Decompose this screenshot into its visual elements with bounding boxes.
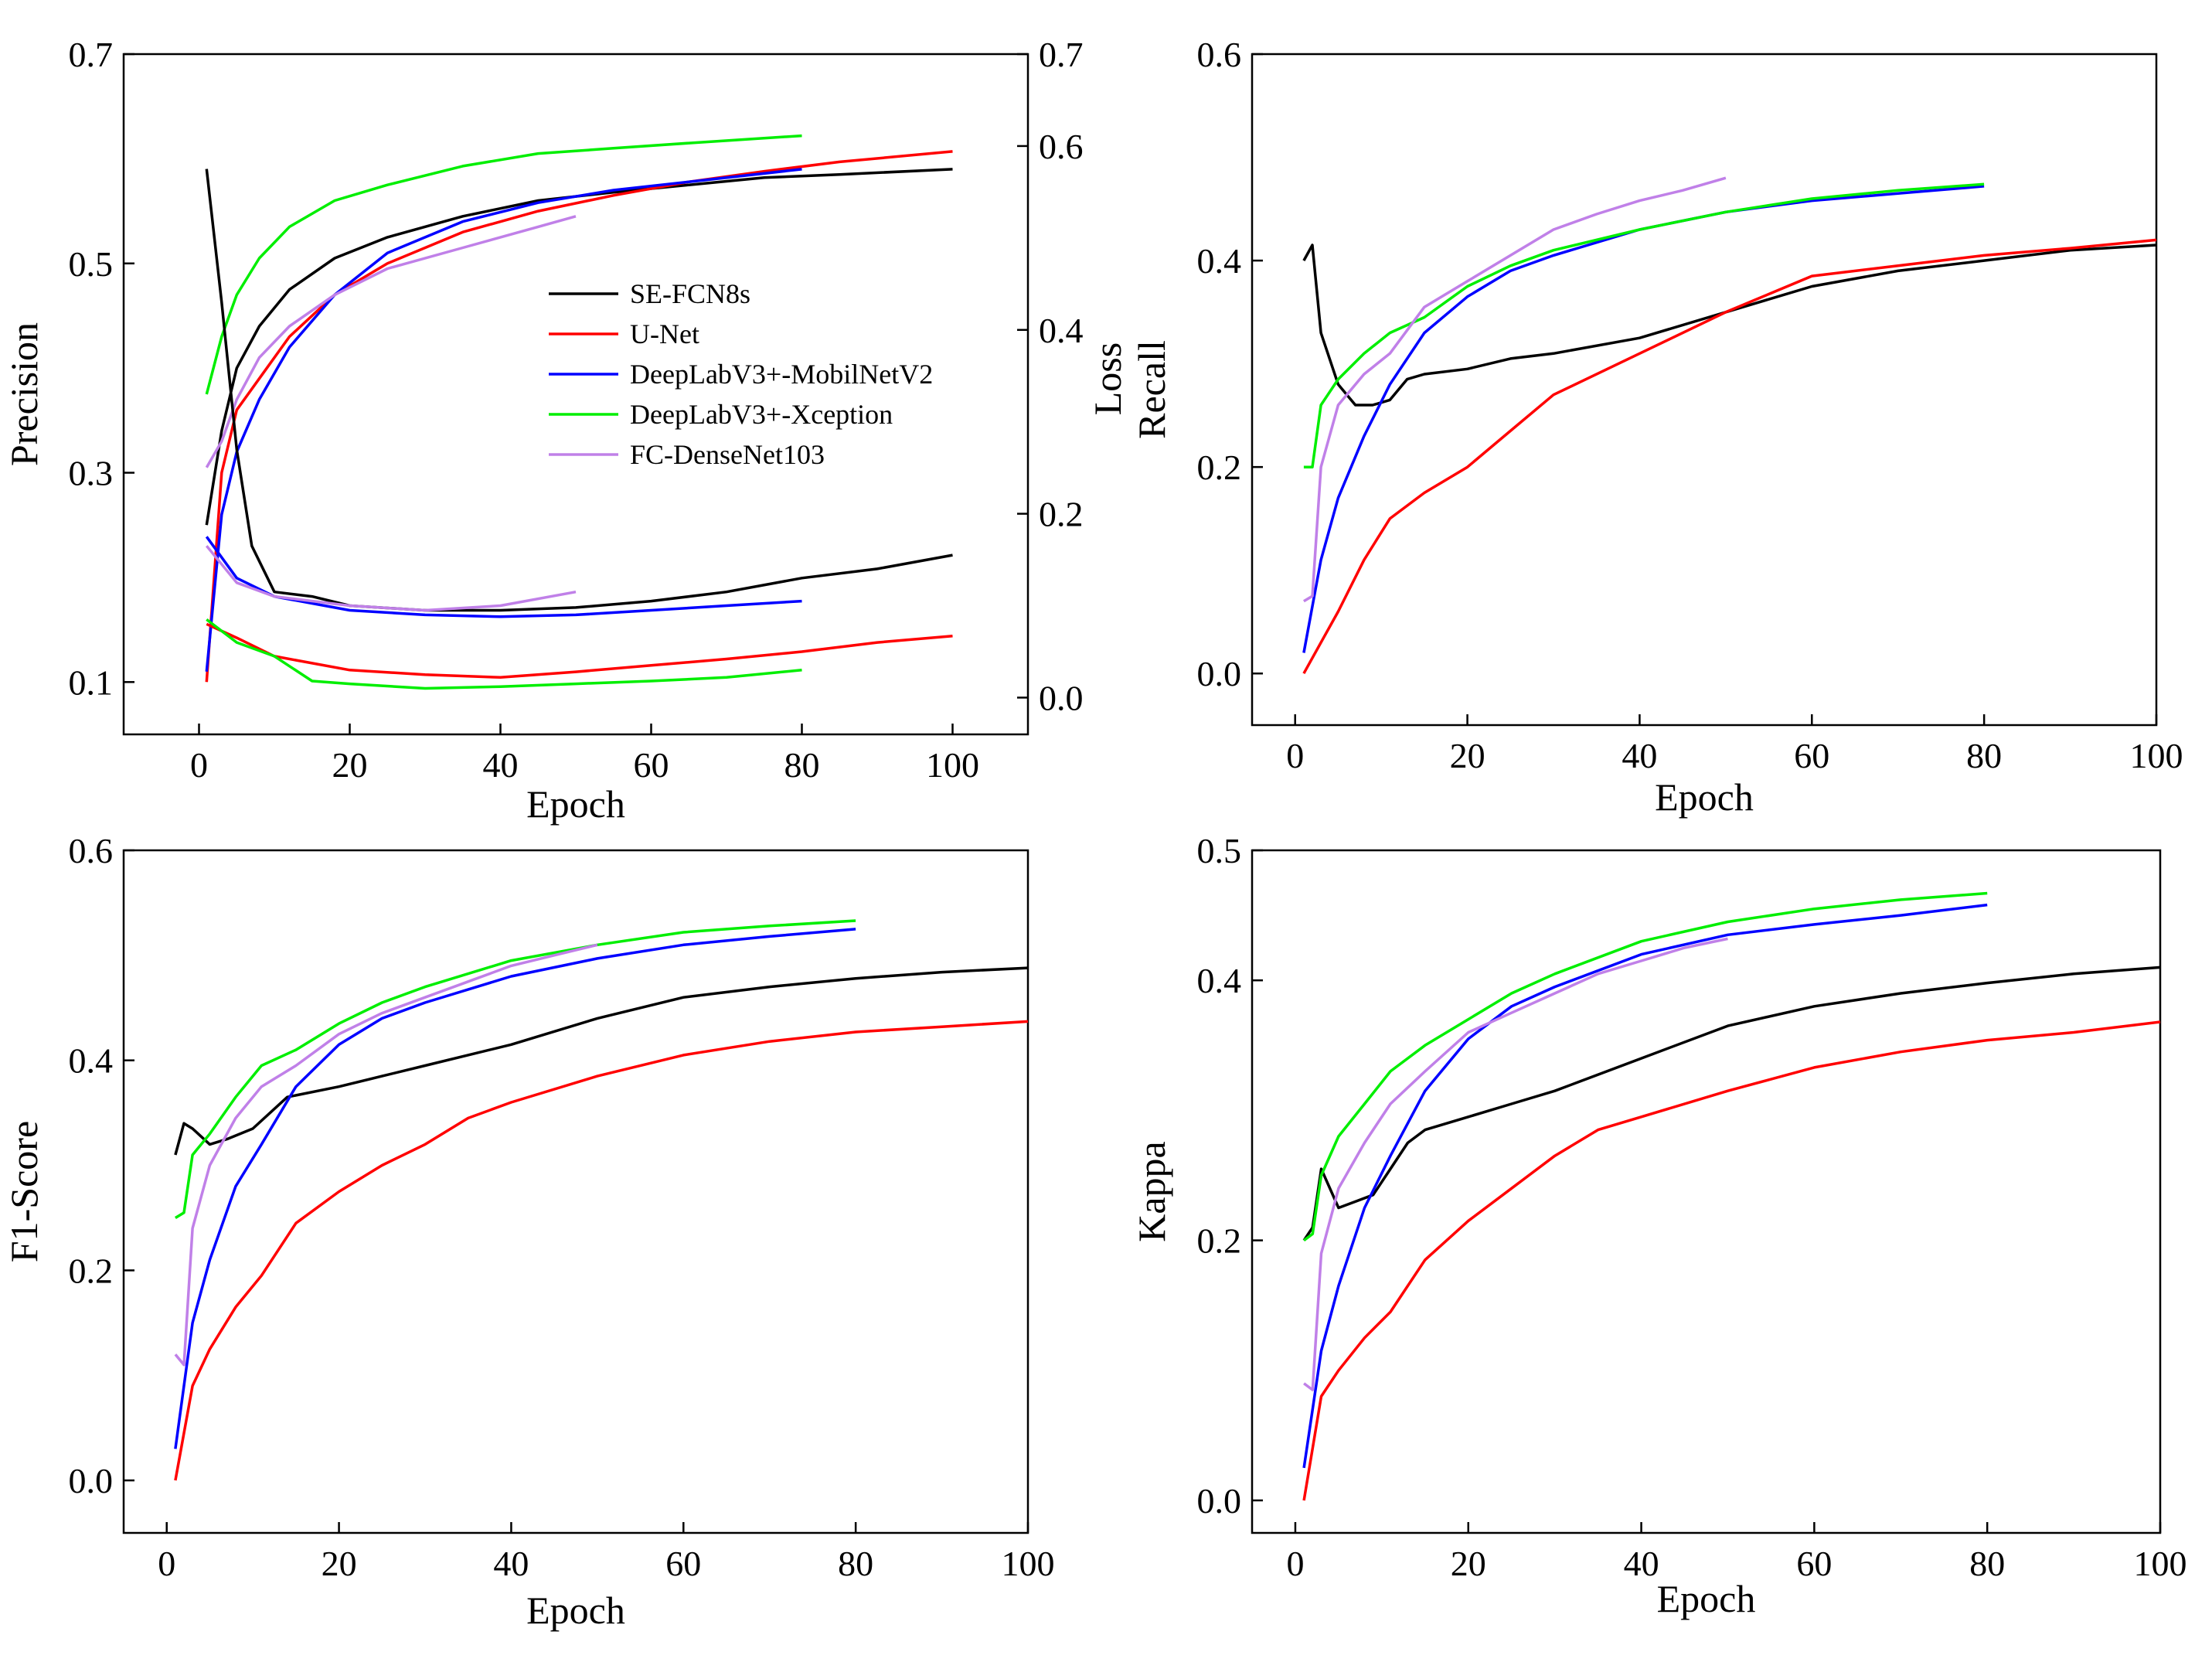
kappa-xtick-label: 60 [1796,1544,1832,1583]
f1-xtick-label: 60 [665,1544,701,1583]
precision-x-axis-label: Epoch [526,782,625,826]
kappa-x-axis-label: Epoch [1657,1577,1756,1620]
precision-y-axis-label: Precision [2,322,46,466]
precision-xtick-label: 60 [634,745,669,785]
recall-y-axis-label: Recall [1130,340,1173,439]
precision-xtick-label: 20 [332,745,368,785]
precision-series-deeplabv3-mobilnetv2-loss [205,536,802,618]
legend-label-deeplabv3-xception: DeepLabV3+-Xception [630,399,893,430]
kappa-plot-frame [1251,849,2162,1534]
precision-y2-axis-label: Loss [1086,342,1129,415]
recall-xtick-label: 80 [1966,736,2002,775]
precision-ytick-label: 0.7 [69,35,114,74]
recall-series-u-net [1302,238,2157,675]
f1-series-deeplabv3-xception [174,919,856,1219]
recall-x-axis-label: Epoch [1655,775,1754,819]
recall-series-deeplabv3-xception [1303,182,1985,468]
f1-xtick-label: 0 [158,1544,175,1583]
precision-y2tick-label: 0.4 [1039,311,1084,350]
precision-ytick-label: 0.5 [69,244,114,284]
f1-plot-frame [122,849,1029,1534]
precision-ytick-label: 0.1 [69,662,114,702]
precision-ytick-label: 0.3 [69,454,114,493]
precision-xtick-label: 40 [483,745,519,785]
f1-xtick-label: 20 [322,1544,357,1583]
precision-y2tick-label: 0.2 [1039,495,1084,534]
recall-ytick-label: 0.0 [1197,654,1242,693]
precision-plot-frame [122,53,1029,736]
precision-series-se-fcn8s-precision [205,168,953,526]
precision-series-deeplabv3-xception-precision [205,134,802,395]
f1-ytick-label: 0.6 [69,831,114,870]
kappa-series-u-net [1302,1020,2161,1501]
kappa-ytick-label: 0.4 [1197,961,1242,1000]
f1-series-fc-densenet103 [174,943,598,1367]
precision-series-fc-densenet103-loss [205,545,577,612]
kappa-y-axis-label: Kappa [1130,1141,1173,1242]
kappa-xtick-label: 80 [1969,1544,2005,1583]
recall-xtick-label: 20 [1450,736,1485,775]
recall-xtick-label: 40 [1622,736,1657,775]
kappa-ytick-label: 0.2 [1197,1221,1242,1261]
precision-xtick-label: 0 [190,745,208,785]
f1-xtick-label: 40 [493,1544,529,1583]
legend-label-deeplabv3-mobilnetv2: DeepLabV3+-MobilNetV2 [630,359,933,390]
precision-chart: 0 20 40 60 80 100 0.1 0.3 0.5 0.7 0.0 0.2 0.4 0.6 0.7 L… [2,35,1129,826]
f1-x-axis-label: Epoch [526,1589,625,1632]
kappa-series-fc-densenet103 [1303,937,1728,1391]
precision-series-u-net-precision [205,150,953,683]
f1-series-u-net [174,1020,1029,1481]
precision-y2tick-label: 0.7 [1039,35,1084,74]
recall-plot-frame [1251,53,2158,727]
kappa-ytick-label: 0.0 [1197,1481,1242,1521]
precision-series-deeplabv3-xception-loss [206,618,802,690]
precision-series-deeplabv3-mobilnetv2-precision [205,168,802,672]
recall-series-deeplabv3-mobilnetv2 [1302,185,1985,653]
f1-xtick-label: 100 [1002,1544,1055,1583]
recall-ytick-label: 0.4 [1197,241,1242,281]
precision-series-fc-densenet103-precision [205,215,577,468]
precision-xtick-label: 100 [926,745,979,785]
kappa-xtick-label: 0 [1286,1544,1304,1583]
legend-label-u-net: U-Net [630,318,699,349]
recall-ytick-label: 0.6 [1197,35,1242,74]
precision-y2tick-label: 0.0 [1039,678,1084,717]
precision-xtick-label: 80 [784,745,820,785]
kappa-series-se-fcn8s [1302,966,2161,1241]
precision-series-u-net-loss [206,622,953,679]
kappa-chart: 0 20 40 60 80 100 0.0 0.2 0.4 0.5 Epoch Kappa [1130,831,2187,1620]
f1-ytick-label: 0.2 [69,1251,114,1290]
recall-xtick-label: 100 [2130,736,2183,775]
kappa-xtick-label: 20 [1451,1544,1486,1583]
f1-ytick-label: 0.4 [69,1041,114,1081]
f1-ytick-label: 0.0 [69,1461,114,1500]
legend-label-se-fcn8s: SE-FCN8s [630,278,750,309]
kappa-xtick-label: 100 [2134,1544,2187,1583]
legend: SE-FCN8s U-Net DeepLabV3+-MobilNetV2 DeepLa… [549,278,933,470]
recall-series-se-fcn8s [1302,244,2157,407]
recall-ytick-label: 0.2 [1197,448,1242,487]
f1-y-axis-label: F1-Score [2,1121,46,1262]
precision-y2tick-label: 0.6 [1039,127,1084,166]
kappa-xtick-label: 40 [1624,1544,1659,1583]
recall-xtick-label: 60 [1794,736,1829,775]
recall-series-fc-densenet103 [1302,176,1727,603]
recall-xtick-label: 0 [1286,736,1304,775]
kappa-ytick-label: 0.5 [1197,831,1242,870]
f1-score-chart: 0 20 40 60 80 100 0.0 0.2 0.4 0.6 Epoch F1-Score [2,831,1055,1632]
kappa-series-deeplabv3-xception [1303,891,1988,1241]
recall-chart: 0 20 40 60 80 100 0.0 0.2 0.4 0.6 Epoch Recall [1130,35,2183,819]
kappa-series-deeplabv3-mobilnetv2 [1302,903,1988,1469]
f1-xtick-label: 80 [838,1544,873,1583]
precision-series-se-fcn8s-loss [205,169,953,612]
legend-label-fc-densenet103: FC-DenseNet103 [630,439,825,470]
f1-series-deeplabv3-mobilnetv2 [174,928,856,1449]
